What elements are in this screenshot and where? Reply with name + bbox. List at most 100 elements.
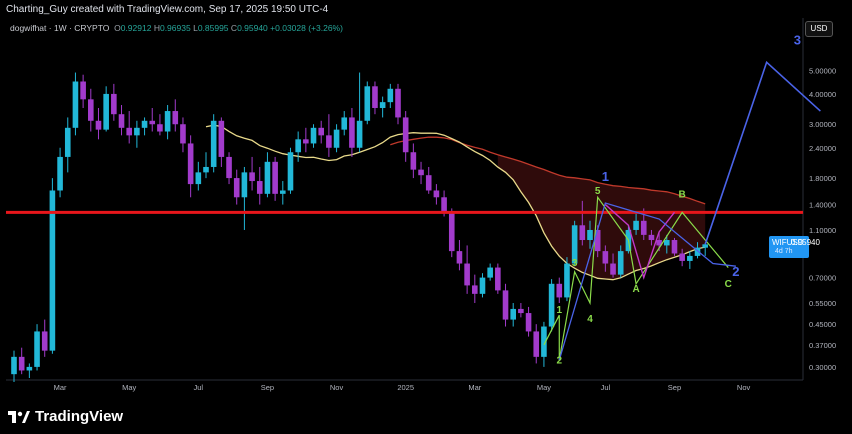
candle-body bbox=[464, 263, 470, 286]
candle-body bbox=[180, 124, 186, 144]
candle-body bbox=[95, 120, 102, 130]
slow-moving-average bbox=[390, 136, 706, 205]
currency-selector[interactable]: USD bbox=[805, 21, 833, 37]
wave-label: B bbox=[679, 189, 686, 200]
price-tick-label: 2.40000 bbox=[809, 144, 836, 153]
wave-label: 4 bbox=[587, 314, 593, 325]
price-tick-label: 0.30000 bbox=[809, 363, 836, 372]
candle-body bbox=[233, 178, 240, 198]
candle-body bbox=[157, 124, 163, 132]
candle-body bbox=[564, 263, 570, 298]
candle-body bbox=[687, 255, 693, 261]
close-label: C bbox=[230, 23, 238, 33]
candle-body bbox=[456, 251, 463, 264]
candle-body bbox=[617, 251, 624, 275]
candle-body bbox=[118, 114, 125, 128]
candle-body bbox=[18, 356, 25, 371]
brand-name: TradingView bbox=[35, 408, 124, 425]
tradingview-logo-icon bbox=[8, 410, 30, 423]
current-price-tag: WIFUSD 0.95940 4d 7h bbox=[769, 236, 820, 258]
time-tick-label: Sep bbox=[668, 383, 681, 392]
price-tick-label: 1.80000 bbox=[809, 174, 836, 183]
candle-body bbox=[694, 247, 701, 256]
candle-body bbox=[495, 267, 501, 291]
high-label: H bbox=[153, 23, 160, 33]
wave-label: 3 bbox=[572, 258, 578, 269]
symbol-legend[interactable]: dogwifhat · 1W · CRYPTO O0.92912 H0.9693… bbox=[10, 23, 343, 33]
candle-body bbox=[34, 331, 40, 367]
price-tag-symbol: WIFUSD bbox=[772, 238, 804, 247]
wave-label: 5 bbox=[595, 186, 601, 197]
wave-label: C bbox=[725, 279, 732, 290]
candle-body bbox=[80, 81, 86, 100]
candle-body bbox=[664, 240, 670, 246]
time-tick-label: Nov bbox=[330, 383, 344, 392]
candle-body bbox=[395, 88, 401, 118]
time-tick-label: Nov bbox=[737, 383, 751, 392]
candle-body bbox=[111, 93, 117, 115]
candle-body bbox=[679, 253, 685, 261]
wave-label: 3 bbox=[794, 32, 801, 47]
created-by-label: Charting_Guy created with TradingView.co… bbox=[6, 4, 329, 15]
candle-body bbox=[210, 120, 217, 167]
candle-body bbox=[472, 285, 478, 294]
candle-body bbox=[587, 229, 593, 241]
price-tag-countdown: 4d 7h bbox=[775, 248, 793, 255]
wave-count-green bbox=[543, 195, 729, 361]
candle-body bbox=[571, 225, 578, 264]
candle-body bbox=[633, 220, 639, 230]
candle-body bbox=[64, 127, 71, 157]
price-tick-label: 0.55000 bbox=[809, 299, 836, 308]
candle-body bbox=[41, 331, 48, 351]
candle-body bbox=[610, 263, 616, 275]
candle-body bbox=[425, 175, 432, 191]
change-value: +0.03028 (+3.26%) bbox=[270, 23, 343, 33]
candle-body bbox=[195, 172, 202, 185]
candle-body bbox=[379, 102, 386, 108]
candle-body bbox=[648, 234, 655, 241]
candle-body bbox=[88, 99, 94, 121]
symbol-name[interactable]: dogwifhat · 1W · CRYPTO bbox=[10, 23, 110, 33]
wave-count-magenta bbox=[604, 204, 676, 280]
wave-label: 1 bbox=[602, 169, 609, 184]
candle-body bbox=[164, 111, 171, 132]
price-tick-label: 1.40000 bbox=[809, 201, 836, 210]
close-value: 0.95940 bbox=[237, 23, 268, 33]
candle-body bbox=[310, 127, 317, 144]
candle-body bbox=[72, 81, 79, 128]
candle-body bbox=[479, 277, 486, 294]
candle-body bbox=[280, 190, 286, 194]
time-tick-label: Mar bbox=[468, 383, 481, 392]
candle-body bbox=[387, 88, 394, 103]
price-chart[interactable]: 5.00000 4.00000 3.00000 2.40000 1.80000 1.400… bbox=[0, 0, 852, 400]
wave-label: 2 bbox=[732, 264, 739, 279]
candle-body bbox=[172, 111, 179, 125]
candle-body bbox=[410, 152, 417, 170]
candle-body bbox=[448, 212, 455, 252]
time-tick-label: Sep bbox=[261, 383, 274, 392]
high-value: 0.96935 bbox=[159, 23, 191, 33]
time-tick-label: Jul bbox=[194, 383, 204, 392]
candle-body bbox=[287, 152, 294, 191]
candle-body bbox=[103, 93, 109, 130]
candle-body bbox=[49, 190, 56, 351]
price-tag-price: 0.95940 bbox=[791, 238, 820, 247]
price-tick-label: 0.45000 bbox=[809, 320, 836, 329]
candle-body bbox=[502, 290, 509, 320]
candle-body bbox=[241, 172, 248, 198]
price-tick-label: 1.10000 bbox=[809, 226, 836, 235]
wave-label: A bbox=[632, 284, 639, 295]
candle-body bbox=[510, 308, 516, 320]
candle-body bbox=[226, 156, 232, 179]
candle-body bbox=[556, 283, 563, 298]
chart-background bbox=[0, 0, 852, 400]
low-label: L bbox=[193, 23, 198, 33]
candle-body bbox=[272, 161, 278, 194]
tradingview-logo[interactable]: TradingView bbox=[8, 408, 123, 425]
time-tick-label: Jul bbox=[601, 383, 611, 392]
candle-body bbox=[702, 244, 708, 248]
candle-body bbox=[295, 139, 301, 153]
candle-body bbox=[326, 135, 332, 148]
candle-body bbox=[364, 86, 371, 121]
candle-body bbox=[594, 229, 601, 252]
